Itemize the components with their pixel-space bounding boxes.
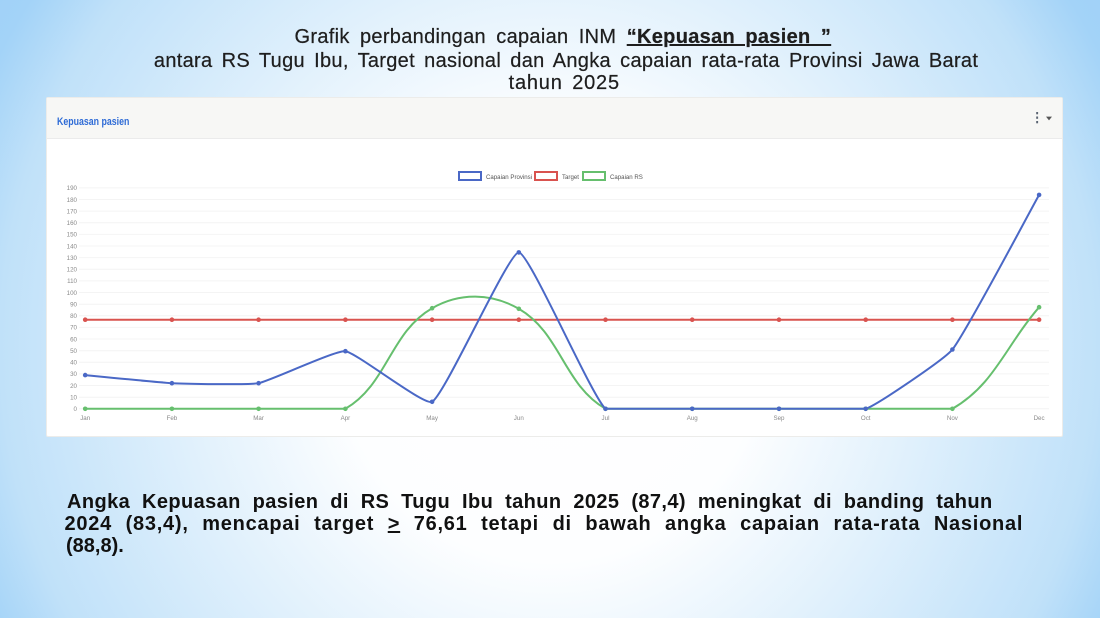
svg-text:Feb: Feb xyxy=(167,415,178,422)
svg-text:Sep: Sep xyxy=(773,415,785,422)
svg-text:Jan: Jan xyxy=(80,415,91,422)
svg-text:Aug: Aug xyxy=(687,415,699,422)
svg-text:Target: Target xyxy=(562,174,579,181)
svg-text:80: 80 xyxy=(70,313,77,320)
svg-text:170: 170 xyxy=(67,208,78,215)
svg-text:180: 180 xyxy=(67,197,78,204)
svg-text:120: 120 xyxy=(67,267,78,274)
svg-text:0: 0 xyxy=(74,406,78,413)
svg-text:Nov: Nov xyxy=(947,415,959,422)
svg-text:Oct: Oct xyxy=(861,415,871,422)
svg-text:Dec: Dec xyxy=(1034,415,1045,422)
svg-text:130: 130 xyxy=(67,255,78,262)
svg-text:50: 50 xyxy=(70,348,77,355)
svg-text:May: May xyxy=(426,415,439,422)
svg-text:150: 150 xyxy=(67,232,78,239)
svg-text:160: 160 xyxy=(67,220,78,227)
svg-text:60: 60 xyxy=(70,336,77,343)
svg-text:Capaian Provinsi: Capaian Provinsi xyxy=(486,174,532,181)
svg-text:40: 40 xyxy=(70,360,77,367)
svg-text:20: 20 xyxy=(70,383,77,390)
svg-text:110: 110 xyxy=(67,278,77,285)
svg-text:Mar: Mar xyxy=(253,415,264,422)
svg-text:100: 100 xyxy=(67,290,78,297)
svg-text:Jul: Jul xyxy=(602,415,610,422)
svg-text:190: 190 xyxy=(67,185,78,192)
svg-text:140: 140 xyxy=(67,243,78,250)
svg-text:Capaian RS: Capaian RS xyxy=(610,174,643,181)
svg-text:30: 30 xyxy=(70,371,77,378)
svg-text:Jun: Jun xyxy=(514,415,525,422)
svg-text:70: 70 xyxy=(70,325,77,332)
svg-text:Apr: Apr xyxy=(341,415,351,422)
svg-text:90: 90 xyxy=(70,302,77,309)
svg-text:10: 10 xyxy=(70,395,77,402)
